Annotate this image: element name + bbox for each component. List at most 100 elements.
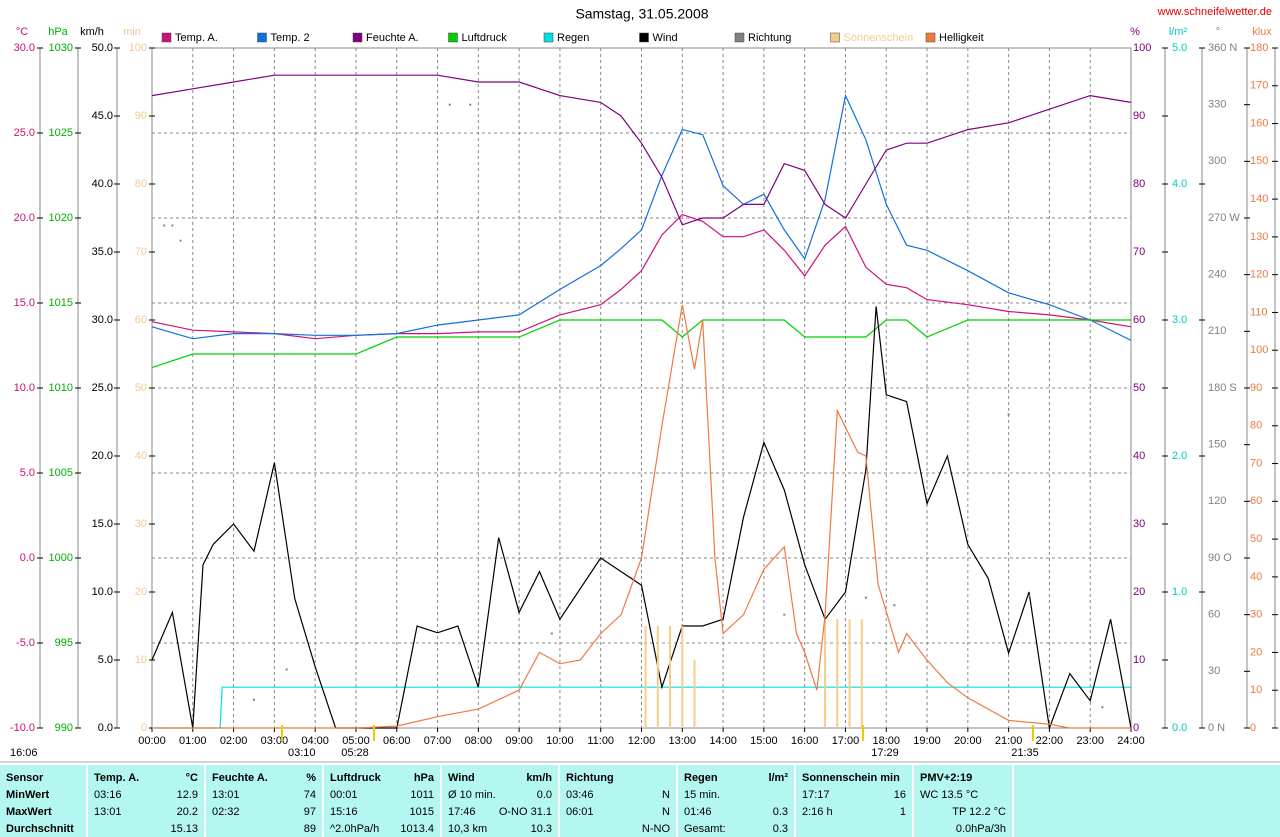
y-tick-label: 0.0 bbox=[20, 552, 35, 564]
cell-text: 13:01 bbox=[94, 806, 122, 818]
y-tick-label: 170 bbox=[1250, 80, 1268, 92]
y-tick-label: 45.0 bbox=[92, 110, 113, 122]
y-tick-label: 100 bbox=[1250, 344, 1268, 356]
cell-text: MaxWert bbox=[6, 806, 52, 818]
y-tick-label: 1020 bbox=[49, 212, 73, 224]
x-tick-label: 24:00 bbox=[1117, 735, 1145, 747]
series-line bbox=[151, 306, 1132, 731]
y-tick-label: 15.0 bbox=[92, 518, 113, 530]
x-tick-label: 11:00 bbox=[587, 735, 614, 747]
y-tick-label: 30 bbox=[135, 518, 147, 530]
y-tick-label: 1010 bbox=[49, 382, 73, 394]
y-tick-label: 60 bbox=[135, 314, 147, 326]
y-tick-label: 10.0 bbox=[14, 382, 35, 394]
cell-text: TP 12.2 °C bbox=[952, 806, 1006, 818]
cell-text: Regen bbox=[684, 772, 718, 784]
y-tick-label: 100 bbox=[1133, 42, 1151, 54]
y-tick-label: 210 bbox=[1208, 325, 1226, 337]
cell-text: 2:16 h bbox=[802, 806, 833, 818]
cell-text: 89 bbox=[303, 823, 316, 835]
y-tick-label: -5.0 bbox=[16, 637, 35, 649]
cell-text: Temp. A. bbox=[94, 772, 140, 784]
direction-dot bbox=[1028, 594, 1031, 597]
annotation: 17:29 bbox=[871, 747, 899, 759]
y-tick-label: 90 bbox=[1133, 110, 1145, 122]
sunshine-bar bbox=[860, 619, 863, 728]
direction-dot bbox=[171, 224, 174, 227]
legend-swatch bbox=[925, 32, 936, 43]
cell-text: N-NO bbox=[641, 823, 670, 835]
x-tick-label: 07:00 bbox=[424, 735, 452, 747]
y-tick-label: 60 bbox=[1208, 609, 1220, 621]
y-tick-label: 0 bbox=[1250, 722, 1256, 734]
table-cell: ^2.0hPa/h 1013.4 bbox=[330, 821, 434, 837]
y-tick-label: 160 bbox=[1250, 117, 1268, 129]
cell-text: °C bbox=[185, 772, 198, 784]
x-tick-label: 20:00 bbox=[954, 735, 982, 747]
sunshine-bar bbox=[681, 626, 684, 728]
direction-dot bbox=[448, 103, 451, 106]
y-tick-label: 25.0 bbox=[92, 382, 113, 394]
y-tick-label: 40 bbox=[1250, 571, 1262, 583]
direction-dot bbox=[469, 103, 472, 106]
x-tick-label: 17:00 bbox=[832, 735, 860, 747]
cell-text: 15 min. bbox=[684, 789, 721, 801]
cell-text: 15.13 bbox=[170, 823, 198, 835]
y-tick-label: 15.0 bbox=[14, 297, 35, 309]
y-tick-label: 10 bbox=[135, 654, 147, 666]
sunshine-bar bbox=[644, 626, 647, 728]
x-tick-label: 15:00 bbox=[750, 735, 778, 747]
table-cell: 13:01 74 bbox=[212, 787, 316, 803]
annotation: 16:06 bbox=[10, 747, 38, 759]
y-tick-label: 60 bbox=[1133, 314, 1145, 326]
table-cell: N-NO bbox=[566, 821, 670, 837]
table-cell: 17:46 O-NO 31.1 bbox=[448, 804, 552, 820]
cell-text: 20.2 bbox=[176, 806, 198, 818]
y-tick-label: 360 N bbox=[1208, 42, 1237, 54]
legend-label: Sonnenschein bbox=[844, 32, 914, 44]
y-tick-label: 90 O bbox=[1208, 552, 1232, 564]
table-cell: 00:01 1011 bbox=[330, 787, 434, 803]
table-column: Regen l/m² 15 min. 01:46 0.3 Gesamt: 0.3 bbox=[678, 765, 796, 837]
y-tick-label: 20 bbox=[1250, 646, 1262, 658]
cell-text: Wind bbox=[448, 772, 475, 784]
table-cell: 06:01 N bbox=[566, 804, 670, 820]
cell-text: MinWert bbox=[6, 789, 50, 801]
table-cell: 03:16 12.9 bbox=[94, 787, 198, 803]
cell-text: 17:46 bbox=[448, 806, 476, 818]
table-column: Temp. A. °C 03:16 12.9 13:01 20.2 15.13 bbox=[88, 765, 206, 837]
cell-text: l/m² bbox=[768, 772, 788, 784]
cell-text: 13:01 bbox=[212, 789, 240, 801]
table-column: Sonnenschein min 17:17 16 2:16 h 1 bbox=[796, 765, 914, 837]
y-tick-label: 20 bbox=[1133, 586, 1145, 598]
direction-dot bbox=[599, 679, 602, 682]
direction-dot bbox=[252, 698, 255, 701]
y-tick-label: 10 bbox=[1133, 654, 1145, 666]
cell-text: Luftdruck bbox=[330, 772, 381, 784]
y-tick-label: 180 S bbox=[1208, 382, 1237, 394]
x-tick-label: 10:00 bbox=[546, 735, 574, 747]
cell-text: 15:16 bbox=[330, 806, 358, 818]
legend-swatch bbox=[257, 32, 267, 43]
cell-text: 00:01 bbox=[330, 789, 358, 801]
y-tick-label: 30.0 bbox=[92, 314, 113, 326]
x-tick-label: 00:00 bbox=[138, 735, 166, 747]
y-tick-label: 90 bbox=[1250, 382, 1262, 394]
y-tick-label: 90 bbox=[135, 110, 147, 122]
cell-text: km/h bbox=[526, 772, 552, 784]
table-column: Feuchte A.% 13:01 74 02:32 97 89 bbox=[206, 765, 324, 837]
legend-label: Temp. A. bbox=[175, 32, 218, 44]
annotation: 21:35 bbox=[1011, 747, 1039, 759]
x-tick-label: 19:00 bbox=[913, 735, 941, 747]
y-tick-label: 120 bbox=[1250, 269, 1268, 281]
cell-text: 1 bbox=[899, 806, 906, 818]
x-tick-label: 02:00 bbox=[220, 735, 248, 747]
table-cell: WC 13.5 °C bbox=[920, 787, 1006, 803]
legend-swatch bbox=[830, 32, 840, 43]
axis-unit: l/m² bbox=[1169, 26, 1188, 38]
x-tick-label: 21:00 bbox=[995, 735, 1023, 747]
cell-text: PMV+2:19 bbox=[920, 772, 973, 784]
cell-text: 0.0 bbox=[536, 789, 552, 801]
cell-text: 16 bbox=[893, 789, 906, 801]
y-tick-label: 2.0 bbox=[1172, 450, 1187, 462]
